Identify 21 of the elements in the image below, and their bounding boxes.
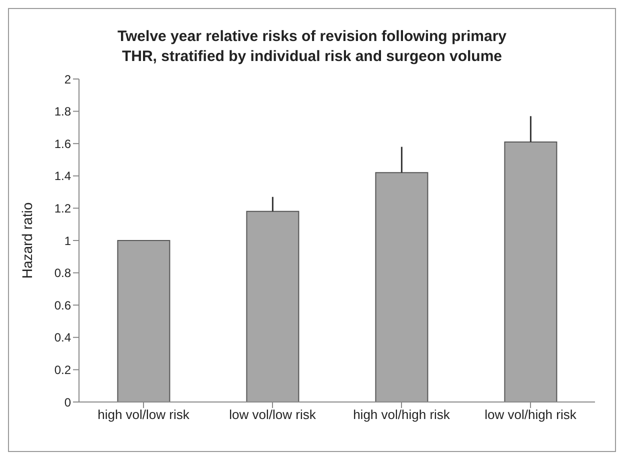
y-tick-label: 2 — [64, 72, 72, 86]
chart-title: Twelve year relative risks of revision following primary THR, stratified by individual risk and surgeon volume — [116, 27, 508, 67]
y-tick-label: 1.8 — [54, 104, 72, 119]
x-tick-label: high vol/high risk — [353, 407, 450, 422]
y-tick-label: 1.4 — [54, 169, 72, 184]
y-tick-label: 1.6 — [54, 136, 72, 151]
y-axis-title: Hazard ratio — [18, 202, 35, 279]
bar — [375, 172, 428, 402]
y-tick-label: 1 — [64, 234, 72, 248]
x-tick-label: low vol/high risk — [484, 407, 577, 422]
y-tick-label: 0 — [64, 395, 72, 410]
y-tick-label: 0.6 — [54, 298, 72, 312]
y-tick-label: 0.8 — [54, 266, 72, 280]
bar — [504, 141, 558, 402]
y-tick-label: 0.4 — [54, 330, 72, 345]
y-tick-label: 1.2 — [54, 201, 72, 216]
bar — [246, 210, 300, 402]
y-tick-label: 0.2 — [54, 362, 72, 377]
x-tick-label: low vol/low risk — [229, 407, 316, 422]
bar — [117, 240, 170, 402]
x-tick-label: high vol/low risk — [98, 407, 190, 422]
